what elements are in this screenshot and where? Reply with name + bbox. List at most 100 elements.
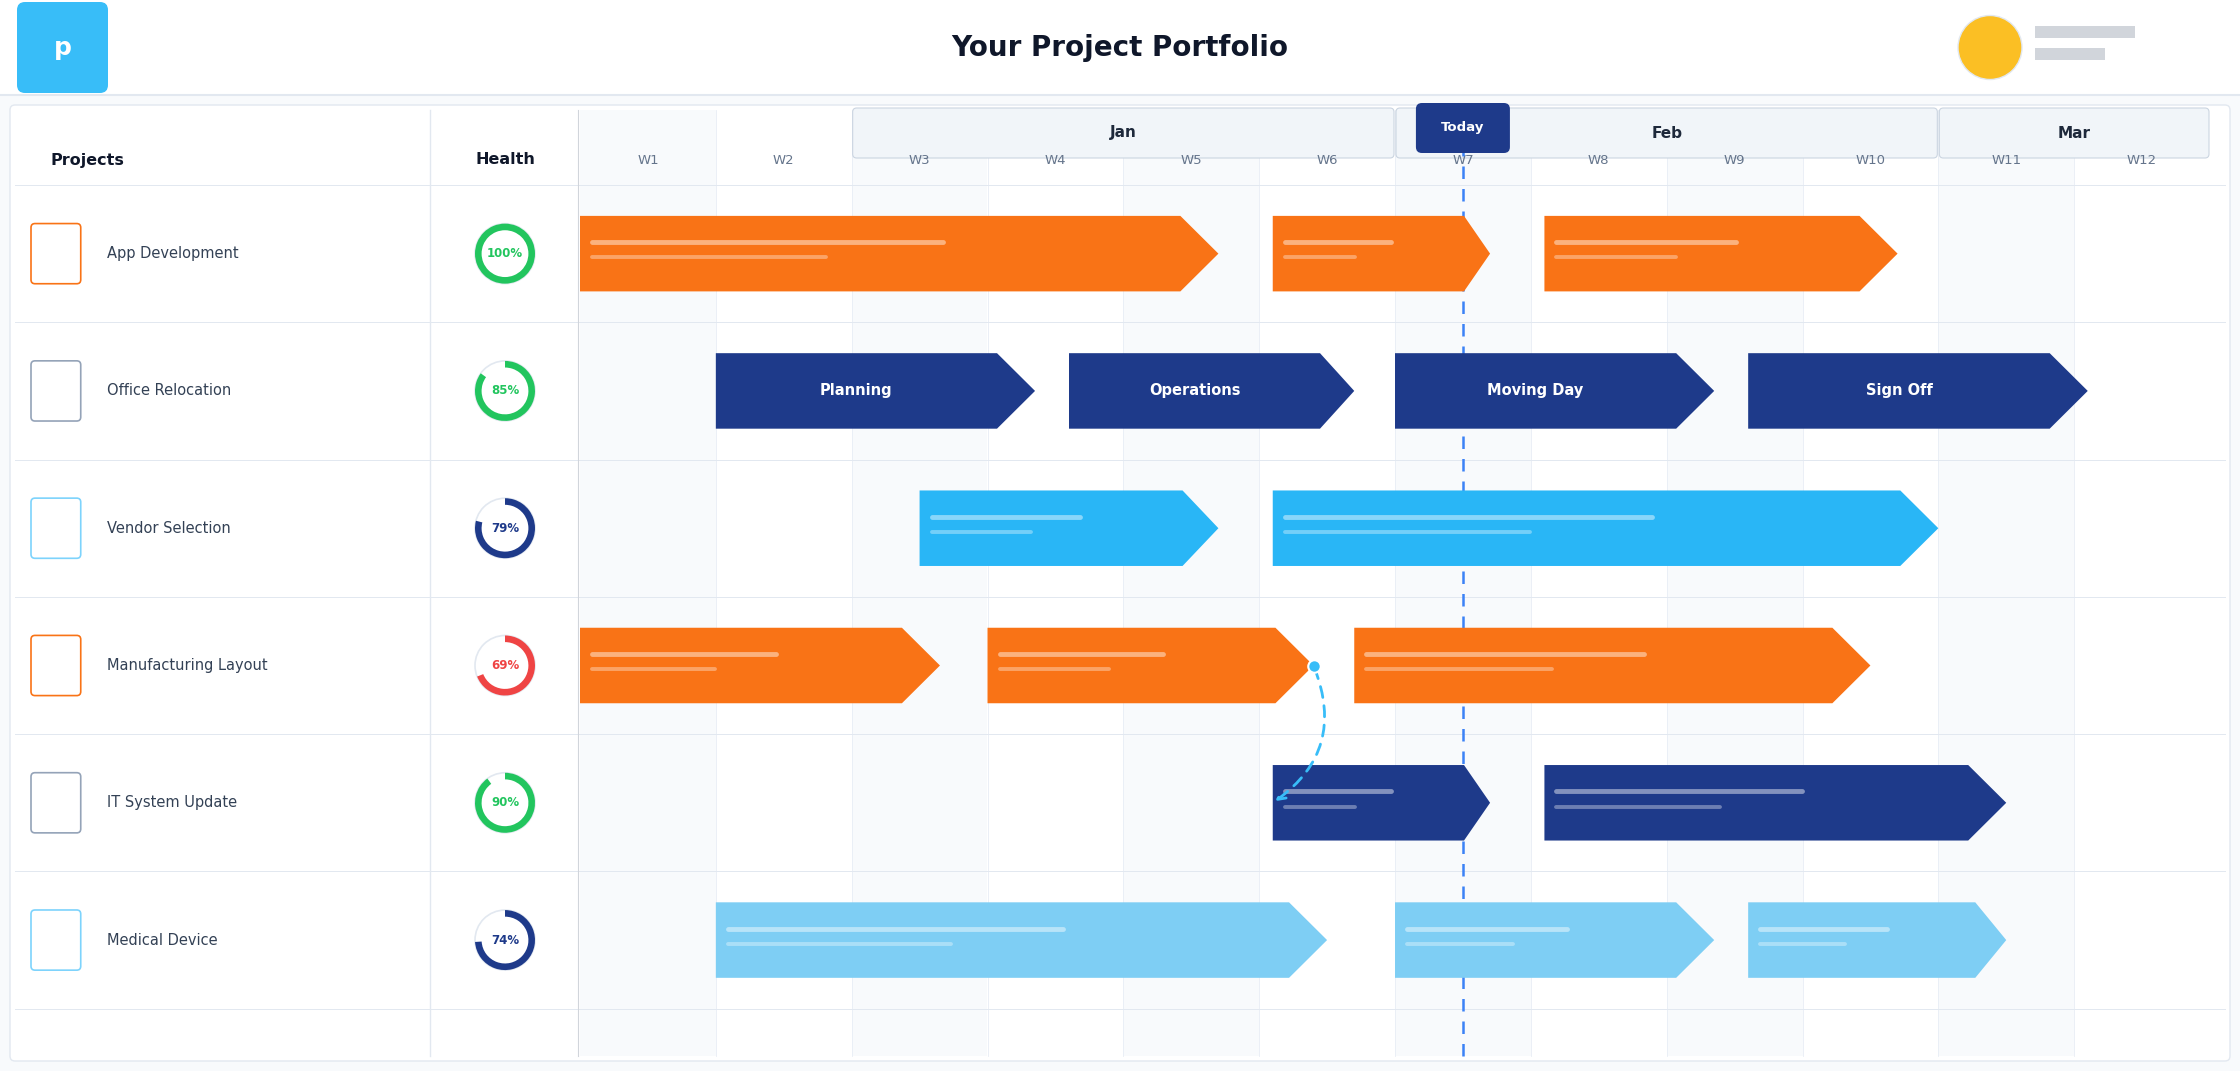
- Wedge shape: [475, 773, 535, 833]
- Wedge shape: [475, 224, 535, 284]
- FancyBboxPatch shape: [31, 635, 81, 695]
- Polygon shape: [580, 216, 1219, 291]
- FancyBboxPatch shape: [853, 108, 1393, 159]
- Text: Your Project Portfolio: Your Project Portfolio: [952, 33, 1288, 61]
- Text: W11: W11: [1991, 153, 2020, 166]
- Circle shape: [475, 498, 535, 558]
- Bar: [1396, 110, 1530, 1056]
- Polygon shape: [1272, 216, 1490, 291]
- Circle shape: [475, 361, 535, 421]
- FancyBboxPatch shape: [31, 910, 81, 970]
- Text: W10: W10: [1855, 153, 1886, 166]
- FancyBboxPatch shape: [31, 224, 81, 284]
- FancyBboxPatch shape: [1396, 108, 1938, 159]
- Bar: [1122, 110, 1259, 1056]
- Circle shape: [1958, 15, 2023, 79]
- Polygon shape: [1396, 353, 1714, 428]
- Text: Sign Off: Sign Off: [1866, 383, 1933, 398]
- Text: Operations: Operations: [1149, 383, 1241, 398]
- Text: Medical Device: Medical Device: [108, 933, 217, 948]
- Bar: [851, 110, 988, 1056]
- Bar: [0, 0, 2240, 95]
- FancyBboxPatch shape: [31, 498, 81, 558]
- Circle shape: [475, 635, 535, 695]
- Text: Mar: Mar: [2059, 125, 2090, 140]
- Text: W12: W12: [2128, 153, 2157, 166]
- Text: p: p: [54, 35, 72, 60]
- Bar: [1667, 110, 1803, 1056]
- Polygon shape: [717, 903, 1326, 978]
- Text: 79%: 79%: [491, 522, 520, 534]
- Bar: [2074, 110, 2211, 1056]
- Polygon shape: [1355, 628, 1870, 704]
- Wedge shape: [475, 910, 535, 970]
- Bar: [1938, 110, 2074, 1056]
- Polygon shape: [1272, 765, 1490, 841]
- Polygon shape: [1747, 353, 2088, 428]
- Text: W6: W6: [1317, 153, 1337, 166]
- Wedge shape: [475, 224, 535, 284]
- Text: Health: Health: [475, 152, 535, 167]
- Wedge shape: [475, 498, 535, 558]
- Text: W5: W5: [1180, 153, 1203, 166]
- Polygon shape: [1272, 491, 1938, 565]
- FancyBboxPatch shape: [1416, 103, 1510, 153]
- Wedge shape: [475, 910, 535, 970]
- Bar: [2034, 47, 2106, 60]
- Bar: [1530, 110, 1667, 1056]
- Polygon shape: [1543, 216, 1897, 291]
- Polygon shape: [1543, 765, 2007, 841]
- Text: Today: Today: [1440, 121, 1485, 135]
- Bar: [580, 110, 717, 1056]
- Text: Projects: Projects: [49, 152, 123, 167]
- Circle shape: [475, 773, 535, 833]
- Text: W2: W2: [773, 153, 795, 166]
- Polygon shape: [1396, 903, 1714, 978]
- Text: Feb: Feb: [1651, 125, 1682, 140]
- FancyBboxPatch shape: [31, 772, 81, 833]
- Text: W8: W8: [1588, 153, 1611, 166]
- Text: 90%: 90%: [491, 796, 520, 810]
- Text: 100%: 100%: [486, 247, 524, 260]
- Text: Manufacturing Layout: Manufacturing Layout: [108, 658, 269, 673]
- FancyBboxPatch shape: [9, 105, 2231, 1061]
- Text: W9: W9: [1725, 153, 1745, 166]
- Wedge shape: [475, 635, 535, 695]
- Bar: [717, 110, 851, 1056]
- Wedge shape: [475, 361, 535, 421]
- Text: W1: W1: [636, 153, 659, 166]
- Polygon shape: [921, 491, 1219, 565]
- Text: Vendor Selection: Vendor Selection: [108, 521, 231, 536]
- Bar: [1259, 110, 1396, 1056]
- Wedge shape: [475, 498, 535, 558]
- Text: Planning: Planning: [820, 383, 894, 398]
- Polygon shape: [1068, 353, 1355, 428]
- FancyBboxPatch shape: [18, 2, 108, 93]
- Polygon shape: [580, 628, 941, 704]
- Polygon shape: [717, 353, 1035, 428]
- Text: Jan: Jan: [1109, 125, 1136, 140]
- Text: 69%: 69%: [491, 659, 520, 672]
- Bar: [988, 110, 1122, 1056]
- Bar: [2034, 26, 2135, 37]
- Circle shape: [475, 910, 535, 970]
- Text: 74%: 74%: [491, 934, 520, 947]
- Polygon shape: [1747, 903, 2007, 978]
- Bar: [1803, 110, 1938, 1056]
- Circle shape: [475, 224, 535, 284]
- Text: Office Relocation: Office Relocation: [108, 383, 231, 398]
- Wedge shape: [475, 773, 535, 833]
- Text: W3: W3: [909, 153, 930, 166]
- FancyBboxPatch shape: [31, 361, 81, 421]
- Text: W7: W7: [1452, 153, 1474, 166]
- Text: W4: W4: [1044, 153, 1066, 166]
- Wedge shape: [477, 635, 535, 695]
- Polygon shape: [988, 628, 1313, 704]
- Text: Moving Day: Moving Day: [1487, 383, 1584, 398]
- Text: 85%: 85%: [491, 384, 520, 397]
- FancyArrowPatch shape: [1277, 668, 1324, 799]
- Text: IT System Update: IT System Update: [108, 796, 237, 811]
- Wedge shape: [475, 361, 535, 421]
- Text: App Development: App Development: [108, 246, 240, 261]
- FancyBboxPatch shape: [1940, 108, 2209, 159]
